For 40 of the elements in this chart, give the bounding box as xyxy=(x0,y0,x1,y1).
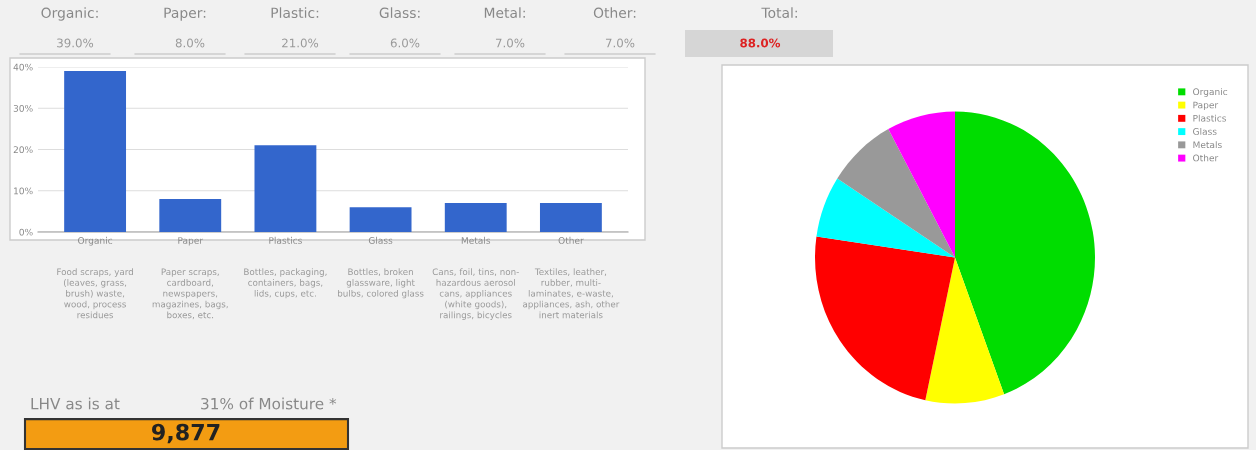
legend-label: Paper xyxy=(1193,101,1219,111)
text: 39.0% xyxy=(57,38,94,48)
text: Bottles, packaging, containers, bags, lids, cups, etc. xyxy=(244,268,327,299)
text: Glass: xyxy=(379,7,420,19)
y-tick-label: 10% xyxy=(14,187,33,195)
text: Textiles, leather, rubber, multi- laminates, e-waste, appliances, ash, other inert materials xyxy=(522,268,620,319)
text: Organic: xyxy=(41,7,98,21)
text: LHV as is at xyxy=(31,397,120,410)
text: Paper: xyxy=(164,7,206,21)
x-tick-label: Metals xyxy=(461,236,491,244)
x-tick-label: Glass xyxy=(368,236,393,244)
text: 88.0% xyxy=(740,38,781,48)
text: 6.0% xyxy=(390,38,420,48)
text: 9,877 xyxy=(152,423,220,444)
legend-label: Other xyxy=(1193,154,1219,162)
text: 7.0% xyxy=(605,38,635,48)
text: Plastic: xyxy=(271,7,319,19)
legend-label: Organic xyxy=(1193,88,1228,97)
text: Cans, foil, tins, non- hazardous aerosol cans, appliances (white goods), railings, bicycles xyxy=(432,268,519,320)
x-tick-label: Organic xyxy=(78,236,113,246)
text: 7.0% xyxy=(495,38,525,48)
x-tick-label: Plastics xyxy=(269,236,302,244)
text: Food scraps, yard (leaves, grass, brush) waste, wood, process residues xyxy=(57,268,133,319)
x-tick-label: Paper xyxy=(178,237,204,246)
text: Other: xyxy=(593,7,636,19)
text: 31% of Moisture * xyxy=(201,397,337,410)
text: Bottles, broken glassware, light bulbs, colored glass xyxy=(338,268,424,299)
text: Metal: xyxy=(484,7,525,19)
text: Paper scraps, cardboard, newspapers, magazines, bags, boxes, etc. xyxy=(152,268,228,320)
text: 21.0% xyxy=(282,38,319,48)
y-tick-label: 40% xyxy=(13,63,33,71)
x-tick-label: Other xyxy=(558,236,584,244)
legend-label: Glass xyxy=(1193,127,1217,135)
text: Total: xyxy=(761,7,797,19)
y-tick-label: 0% xyxy=(19,228,33,236)
legend-label: Metals xyxy=(1193,141,1222,149)
y-tick-label: 20% xyxy=(13,146,33,154)
text: 8.0% xyxy=(175,38,205,48)
y-tick-label: 30% xyxy=(13,104,33,112)
legend-label: Plastics xyxy=(1193,114,1227,122)
